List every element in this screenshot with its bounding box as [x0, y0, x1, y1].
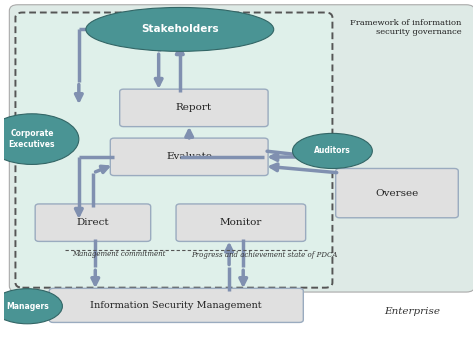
Text: Stakeholders: Stakeholders: [141, 24, 219, 34]
Text: Progress and achievement state of PDCA: Progress and achievement state of PDCA: [191, 251, 338, 259]
Text: Monitor: Monitor: [219, 218, 262, 227]
Text: Oversee: Oversee: [375, 188, 419, 198]
Text: Managers: Managers: [6, 302, 48, 311]
Text: Information Security Management: Information Security Management: [91, 301, 262, 310]
Ellipse shape: [86, 7, 273, 51]
FancyBboxPatch shape: [110, 138, 268, 176]
FancyBboxPatch shape: [49, 288, 303, 322]
FancyBboxPatch shape: [176, 204, 306, 241]
Ellipse shape: [0, 289, 63, 324]
Text: Enterprise: Enterprise: [384, 307, 440, 316]
FancyBboxPatch shape: [35, 204, 151, 241]
Ellipse shape: [292, 133, 373, 168]
Text: Evaluate: Evaluate: [166, 152, 212, 161]
Text: Direct: Direct: [77, 218, 109, 227]
FancyBboxPatch shape: [336, 168, 458, 218]
Ellipse shape: [0, 114, 79, 164]
Text: Corporate
Executives: Corporate Executives: [9, 129, 55, 149]
FancyBboxPatch shape: [16, 13, 332, 288]
Text: Auditors: Auditors: [314, 146, 351, 155]
FancyBboxPatch shape: [120, 89, 268, 127]
Text: Framework of information
security governance: Framework of information security govern…: [350, 19, 462, 37]
Text: Management commitment: Management commitment: [72, 250, 165, 258]
Text: Report: Report: [176, 103, 212, 113]
FancyBboxPatch shape: [9, 5, 474, 292]
